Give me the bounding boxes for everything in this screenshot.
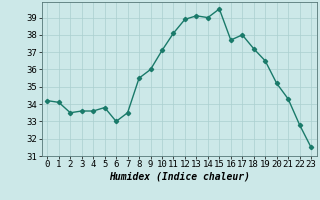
X-axis label: Humidex (Indice chaleur): Humidex (Indice chaleur): [109, 172, 250, 182]
